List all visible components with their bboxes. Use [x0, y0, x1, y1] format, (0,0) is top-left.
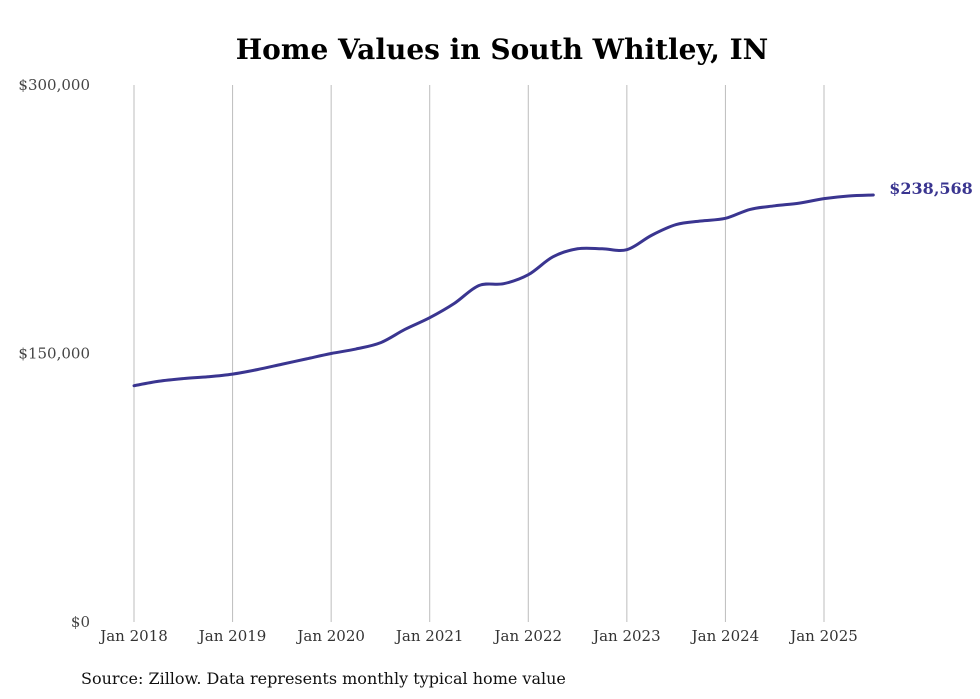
x-tick-label: Jan 2023: [591, 627, 661, 645]
chart-title: Home Values in South Whitley, IN: [236, 33, 769, 66]
x-tick-label: Jan 2018: [98, 627, 168, 645]
x-tick-label: Jan 2025: [788, 627, 858, 645]
x-tick-label: Jan 2020: [295, 627, 365, 645]
end-value-label: $238,568: [889, 179, 973, 198]
x-tick-label: Jan 2019: [197, 627, 267, 645]
x-tick-label: Jan 2022: [493, 627, 563, 645]
vertical-gridlines: [133, 85, 825, 622]
x-tick-label: Jan 2024: [690, 627, 760, 645]
y-tick-label: $0: [71, 613, 90, 631]
y-tick-label: $300,000: [18, 76, 90, 94]
home-value-line: [132, 193, 875, 388]
y-axis-tick-labels: $0 $150,000 $300,000: [18, 76, 90, 631]
source-note: Source: Zillow. Data represents monthly …: [81, 669, 566, 688]
x-axis-tick-labels: Jan 2018 Jan 2019 Jan 2020 Jan 2021 Jan 2022…: [98, 627, 858, 645]
y-tick-label: $150,000: [18, 345, 90, 363]
x-tick-label: Jan 2021: [394, 627, 464, 645]
